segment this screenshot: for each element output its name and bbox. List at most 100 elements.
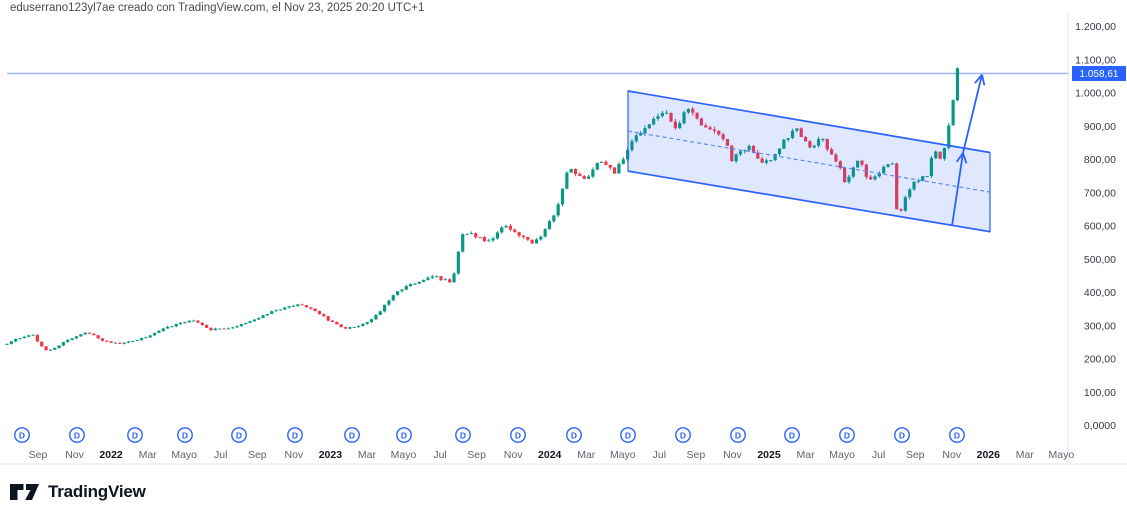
candle-down bbox=[691, 108, 695, 113]
candle-up bbox=[296, 304, 300, 306]
candle-up bbox=[135, 340, 139, 342]
chart-canvas[interactable]: 1.200,00 1.100,00 1.000,00 900,00 800,00 700,… bbox=[0, 0, 1127, 470]
candle-down bbox=[582, 176, 586, 179]
time-axis[interactable]: Sep Nov 2022 Mar Mayo Jul Sep Nov 2023 Mar Mayo Jul… bbox=[29, 449, 1075, 461]
candle-up bbox=[66, 339, 70, 343]
candle-up bbox=[131, 340, 135, 342]
x-axis-month-label: Mayo bbox=[171, 449, 197, 461]
candle-down bbox=[695, 112, 699, 119]
x-axis-month-label: Jul bbox=[214, 449, 227, 461]
candle-up bbox=[378, 311, 382, 316]
candle-down bbox=[317, 311, 322, 315]
candle-up bbox=[192, 320, 196, 322]
dividend-marker[interactable]: D bbox=[949, 427, 965, 443]
candle-up bbox=[647, 124, 651, 129]
dividend-circle-icon bbox=[675, 427, 691, 443]
candle-up bbox=[769, 160, 773, 161]
x-axis-month-label: Nov bbox=[942, 449, 961, 461]
dividend-marker[interactable]: D bbox=[839, 427, 855, 443]
dividend-marker[interactable]: D bbox=[675, 427, 691, 443]
candle-up bbox=[552, 215, 556, 222]
x-axis-month-label: Nov bbox=[723, 449, 742, 461]
candle-up bbox=[231, 327, 235, 329]
candle-down bbox=[526, 237, 530, 240]
price-axis[interactable]: 1.200,00 1.100,00 1.000,00 900,00 800,00 700,… bbox=[1075, 21, 1116, 432]
candle-down bbox=[439, 276, 443, 281]
candle-down bbox=[474, 233, 478, 238]
candle-up bbox=[53, 348, 57, 350]
dividend-marker[interactable]: D bbox=[231, 427, 247, 443]
candle-up bbox=[361, 323, 365, 326]
dividend-marker[interactable]: D bbox=[14, 427, 30, 443]
trend-arrow-drawing[interactable] bbox=[951, 152, 968, 227]
candle-up bbox=[400, 289, 404, 292]
candle-up bbox=[391, 295, 395, 301]
channel-bottom-line[interactable] bbox=[627, 170, 991, 233]
candle-up bbox=[851, 167, 855, 177]
candle-up bbox=[165, 326, 170, 329]
y-axis-tick-label: 1.100,00 bbox=[1075, 54, 1116, 66]
tradingview-logo-icon bbox=[10, 484, 39, 500]
dividend-circle-icon bbox=[344, 427, 360, 443]
candle-down bbox=[699, 118, 703, 126]
candle-up bbox=[79, 334, 83, 337]
dividend-letter: D bbox=[460, 431, 466, 441]
candle-up bbox=[942, 147, 947, 159]
candle-down bbox=[304, 305, 309, 308]
candle-up bbox=[543, 229, 547, 237]
dividend-marker[interactable]: D bbox=[566, 427, 582, 443]
dividend-marker[interactable]: D bbox=[894, 427, 910, 443]
candle-up bbox=[239, 323, 243, 327]
candle-up bbox=[291, 305, 296, 307]
dividend-marker[interactable]: D bbox=[784, 427, 800, 443]
candle-down bbox=[35, 334, 39, 342]
candle-down bbox=[209, 327, 213, 331]
x-axis-month-label: Nov bbox=[285, 449, 304, 461]
dividend-marker[interactable]: D bbox=[177, 427, 193, 443]
candle-down bbox=[838, 161, 842, 168]
candle-up bbox=[257, 318, 261, 320]
tradingview-logo[interactable]: TradingView bbox=[10, 479, 146, 505]
candle-up bbox=[126, 341, 131, 343]
candle-up bbox=[847, 176, 851, 183]
channel-top-line[interactable] bbox=[627, 90, 991, 154]
dividend-circle-icon bbox=[949, 427, 965, 443]
chart-pane[interactable]: 1.200,00 1.100,00 1.000,00 900,00 800,00 700,… bbox=[0, 0, 1127, 470]
dividend-marker[interactable]: D bbox=[510, 427, 526, 443]
trend-arrow-drawing[interactable] bbox=[962, 74, 986, 154]
dividend-marker[interactable]: D bbox=[344, 427, 360, 443]
dividend-marker[interactable]: D bbox=[620, 427, 636, 443]
dividend-marker[interactable]: D bbox=[287, 427, 303, 443]
candle-up bbox=[929, 158, 934, 177]
candle-up bbox=[643, 128, 647, 134]
arrow-head bbox=[974, 74, 983, 84]
dividend-letter: D bbox=[789, 431, 795, 441]
candle-up bbox=[547, 221, 552, 230]
candle-down bbox=[673, 121, 677, 129]
dividend-marker[interactable]: D bbox=[730, 427, 746, 443]
arrow-shaft[interactable] bbox=[951, 152, 964, 227]
channel-midline[interactable] bbox=[627, 130, 991, 193]
candle-up bbox=[951, 100, 955, 126]
dividend-letter: D bbox=[515, 431, 521, 441]
dividend-marker[interactable]: D bbox=[455, 427, 471, 443]
candle-up bbox=[539, 236, 543, 240]
candle-down bbox=[335, 321, 339, 325]
candle-up bbox=[356, 325, 361, 328]
dividend-circle-icon bbox=[127, 427, 143, 443]
dividend-marker[interactable]: D bbox=[69, 427, 85, 443]
candle-down bbox=[118, 342, 122, 344]
candle-up bbox=[244, 322, 248, 324]
dividend-marker[interactable]: D bbox=[127, 427, 143, 443]
candle-up bbox=[387, 300, 391, 305]
candle-up bbox=[352, 327, 356, 328]
candle-up bbox=[274, 310, 278, 312]
candle-up bbox=[947, 125, 951, 148]
candle-down bbox=[478, 237, 482, 239]
candle-up bbox=[504, 225, 508, 228]
dividend-marker[interactable]: D bbox=[396, 427, 412, 443]
arrow-shaft[interactable] bbox=[962, 74, 983, 154]
candle-down bbox=[309, 307, 313, 309]
parallel-channel-drawing[interactable] bbox=[627, 90, 991, 233]
